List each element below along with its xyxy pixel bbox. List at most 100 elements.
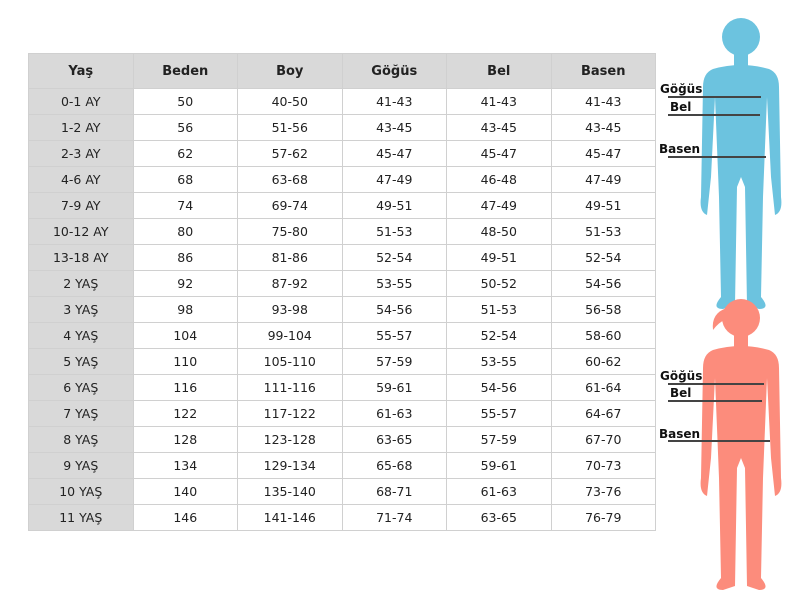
boy-figure <box>700 18 782 309</box>
table-cell: 93-98 <box>237 296 343 323</box>
table-cell: 41-43 <box>446 88 552 115</box>
ponytail <box>712 308 727 330</box>
table-row: 4 YAŞ 104 99-104 55-57 52-54 58-60 <box>28 322 656 349</box>
table-cell: 81-86 <box>237 244 343 271</box>
age-cell: 7-9 AY <box>28 192 134 219</box>
table-cell: 47-49 <box>446 192 552 219</box>
table-cell: 128 <box>132 426 238 453</box>
boy-hip-label: Basen <box>659 142 701 156</box>
table-cell: 123-128 <box>237 426 343 453</box>
girl-chest-label: Göğüs <box>660 369 703 383</box>
table-cell: 61-63 <box>341 400 447 427</box>
table-cell: 61-63 <box>446 478 552 505</box>
age-cell: 10-12 AY <box>28 218 134 245</box>
table-row: 2 YAŞ 92 87-92 53-55 50-52 54-56 <box>28 270 656 297</box>
table-row: 9 YAŞ 134 129-134 65-68 59-61 70-73 <box>28 452 656 479</box>
table-cell: 111-116 <box>237 374 343 401</box>
age-cell: 7 YAŞ <box>28 400 134 427</box>
table-row: 5 YAŞ 110 105-110 57-59 53-55 60-62 <box>28 348 656 375</box>
table-cell: 69-74 <box>237 192 343 219</box>
age-cell: 11 YAŞ <box>28 504 134 531</box>
table-cell: 134 <box>132 452 238 479</box>
table-cell: 110 <box>132 348 238 375</box>
table-cell: 146 <box>132 504 238 531</box>
size-chart-table: Yaş Beden Boy Göğüs Bel Basen 0-1 AY 50 40-50 41… <box>28 53 656 531</box>
table-cell: 51-53 <box>550 218 656 245</box>
table-cell: 71-74 <box>341 504 447 531</box>
table-cell: 80 <box>132 218 238 245</box>
table-cell: 45-47 <box>550 140 656 167</box>
table-cell: 62 <box>132 140 238 167</box>
table-cell: 105-110 <box>237 348 343 375</box>
age-cell: 0-1 AY <box>28 88 134 115</box>
table-cell: 47-49 <box>550 166 656 193</box>
girl-figure <box>700 299 782 590</box>
measure-lines <box>668 96 770 442</box>
table-cell: 140 <box>132 478 238 505</box>
table-cell: 63-65 <box>446 504 552 531</box>
table-cell: 56 <box>132 114 238 141</box>
table-row: 8 YAŞ 128 123-128 63-65 57-59 67-70 <box>28 426 656 453</box>
girl-hip-label: Basen <box>659 427 701 441</box>
table-cell: 76-79 <box>550 504 656 531</box>
table-cell: 64-67 <box>550 400 656 427</box>
column-header: Yaş <box>28 53 134 89</box>
age-cell: 2-3 AY <box>28 140 134 167</box>
age-cell: 10 YAŞ <box>28 478 134 505</box>
table-cell: 49-51 <box>341 192 447 219</box>
table-cell: 141-146 <box>237 504 343 531</box>
age-cell: 3 YAŞ <box>28 296 134 323</box>
table-row: 0-1 AY 50 40-50 41-43 41-43 41-43 <box>28 88 656 115</box>
table-cell: 70-73 <box>550 452 656 479</box>
table-cell: 40-50 <box>237 88 343 115</box>
table-cell: 54-56 <box>341 296 447 323</box>
table-row: 3 YAŞ 98 93-98 54-56 51-53 56-58 <box>28 296 656 323</box>
table-cell: 53-55 <box>446 348 552 375</box>
table-cell: 45-47 <box>446 140 552 167</box>
table-cell: 57-59 <box>446 426 552 453</box>
table-row: 1-2 AY 56 51-56 43-45 43-45 43-45 <box>28 114 656 141</box>
table-cell: 48-50 <box>446 218 552 245</box>
age-cell: 2 YAŞ <box>28 270 134 297</box>
boy-chest-label: Göğüs <box>660 82 703 96</box>
table-cell: 55-57 <box>341 322 447 349</box>
column-header: Basen <box>550 53 656 89</box>
table-row: 7 YAŞ 122 117-122 61-63 55-57 64-67 <box>28 400 656 427</box>
table-cell: 58-60 <box>550 322 656 349</box>
table-row: 11 YAŞ 146 141-146 71-74 63-65 76-79 <box>28 504 656 531</box>
table-cell: 49-51 <box>446 244 552 271</box>
girl-waist-label: Bel <box>670 386 692 400</box>
age-cell: 4-6 AY <box>28 166 134 193</box>
age-cell: 5 YAŞ <box>28 348 134 375</box>
age-cell: 4 YAŞ <box>28 322 134 349</box>
table-cell: 99-104 <box>237 322 343 349</box>
table-cell: 53-55 <box>341 270 447 297</box>
table-cell: 87-92 <box>237 270 343 297</box>
table-cell: 57-62 <box>237 140 343 167</box>
table-row: 10 YAŞ 140 135-140 68-71 61-63 73-76 <box>28 478 656 505</box>
table-cell: 135-140 <box>237 478 343 505</box>
table-cell: 52-54 <box>341 244 447 271</box>
table-cell: 104 <box>132 322 238 349</box>
table-cell: 51-56 <box>237 114 343 141</box>
table-row: 6 YAŞ 116 111-116 59-61 54-56 61-64 <box>28 374 656 401</box>
boy-waist-label: Bel <box>670 100 692 114</box>
table-cell: 63-68 <box>237 166 343 193</box>
table-cell: 54-56 <box>446 374 552 401</box>
table-cell: 52-54 <box>550 244 656 271</box>
table-cell: 68-71 <box>341 478 447 505</box>
table-row: 7-9 AY 74 69-74 49-51 47-49 49-51 <box>28 192 656 219</box>
table-cell: 45-47 <box>341 140 447 167</box>
table-cell: 43-45 <box>341 114 447 141</box>
table-cell: 68 <box>132 166 238 193</box>
age-cell: 9 YAŞ <box>28 452 134 479</box>
table-cell: 122 <box>132 400 238 427</box>
table-cell: 98 <box>132 296 238 323</box>
column-header: Bel <box>446 53 552 89</box>
table-cell: 74 <box>132 192 238 219</box>
table-row: 10-12 AY 80 75-80 51-53 48-50 51-53 <box>28 218 656 245</box>
header-row: Yaş Beden Boy Göğüs Bel Basen <box>28 53 656 89</box>
table-cell: 41-43 <box>341 88 447 115</box>
table-cell: 54-56 <box>550 270 656 297</box>
